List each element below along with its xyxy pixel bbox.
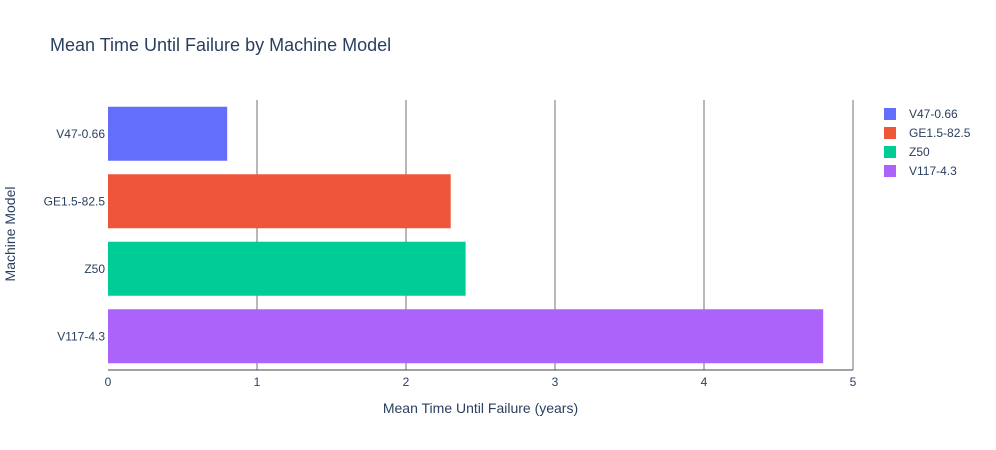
x-tick-label: 2 — [403, 375, 410, 389]
x-tick-labels: 0 1 2 3 4 5 — [105, 375, 857, 389]
x-tick-label: 5 — [850, 375, 857, 389]
legend-swatch — [884, 165, 896, 177]
x-tick-label: 1 — [254, 375, 261, 389]
y-tick-label: GE1.5-82.5 — [44, 194, 106, 208]
legend[interactable]: V47-0.66 GE1.5-82.5 Z50 V117-4.3 — [884, 107, 971, 178]
bars — [108, 106, 824, 364]
y-tick-labels: V47-0.66 GE1.5-82.5 Z50 V117-4.3 — [44, 127, 106, 344]
y-tick-label: V117-4.3 — [57, 329, 105, 343]
bar[interactable] — [108, 241, 466, 296]
legend-item[interactable]: V47-0.66 — [884, 107, 958, 121]
bar[interactable] — [108, 106, 228, 161]
y-tick-label: Z50 — [84, 262, 105, 276]
legend-item[interactable]: GE1.5-82.5 — [884, 126, 971, 140]
chart-title: Mean Time Until Failure by Machine Model — [50, 35, 391, 55]
legend-label: V117-4.3 — [909, 164, 957, 178]
legend-swatch — [884, 146, 896, 158]
x-tick-label: 3 — [552, 375, 559, 389]
legend-swatch — [884, 127, 896, 139]
bar[interactable] — [108, 174, 451, 229]
legend-swatch — [884, 108, 896, 120]
legend-label: V47-0.66 — [909, 107, 958, 121]
legend-item[interactable]: V117-4.3 — [884, 164, 957, 178]
x-tick-label: 0 — [105, 375, 112, 389]
legend-label: Z50 — [909, 145, 930, 159]
x-tick-label: 4 — [701, 375, 708, 389]
x-axis-label: Mean Time Until Failure (years) — [383, 400, 578, 416]
y-axis-label: Machine Model — [2, 187, 18, 282]
bar[interactable] — [108, 309, 824, 364]
legend-item[interactable]: Z50 — [884, 145, 930, 159]
legend-label: GE1.5-82.5 — [909, 126, 971, 140]
y-tick-label: V47-0.66 — [56, 127, 105, 141]
